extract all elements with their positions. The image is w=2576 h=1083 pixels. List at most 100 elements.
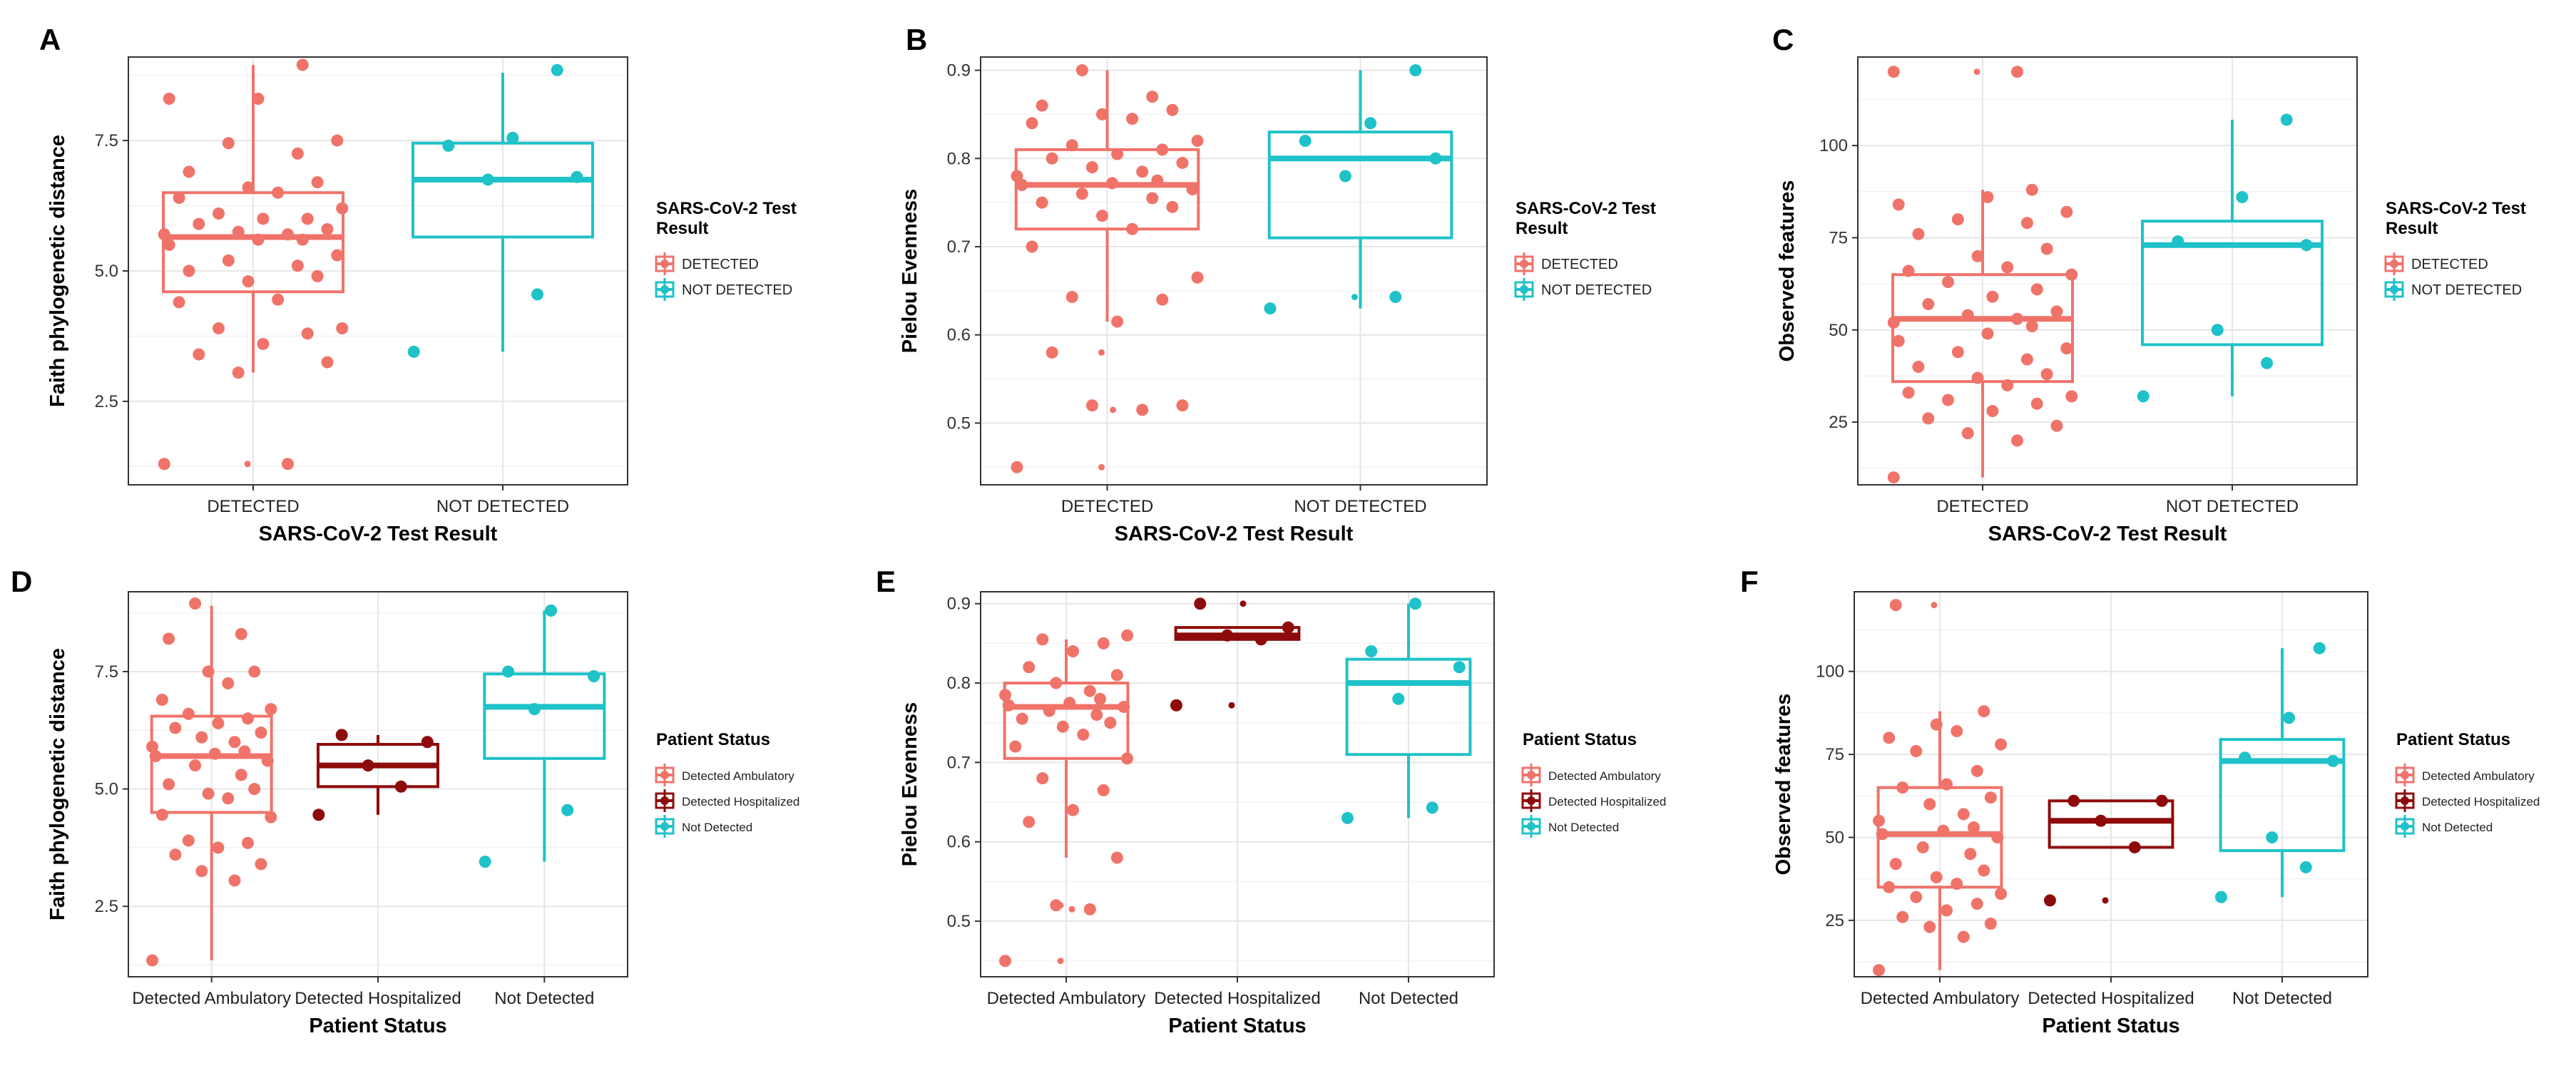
x-axis-title: Patient Status <box>2042 1015 2179 1037</box>
data-point <box>1136 165 1149 178</box>
data-point <box>321 356 334 369</box>
data-point <box>311 176 324 189</box>
data-point <box>1282 621 1294 634</box>
data-point <box>1106 177 1119 190</box>
data-point <box>407 345 420 358</box>
data-point <box>1176 156 1189 169</box>
data-point <box>235 769 247 781</box>
data-point <box>1951 725 1963 738</box>
data-point <box>1077 728 1090 741</box>
data-point <box>1872 814 1885 827</box>
data-point <box>242 275 255 288</box>
data-point <box>1889 599 1902 612</box>
panel-letter: F <box>1740 565 1759 598</box>
legend-title: SARS-CoV-2 Test <box>1516 199 1656 218</box>
y-tick-label: 0.5 <box>947 414 971 433</box>
data-point <box>1892 198 1905 211</box>
data-point <box>189 759 202 772</box>
legend-key <box>2384 278 2404 301</box>
x-tick-label: NOT DETECTED <box>1294 497 1426 516</box>
data-point <box>193 217 205 230</box>
legend-key <box>655 764 675 786</box>
data-point <box>545 604 558 617</box>
data-point <box>1043 704 1056 717</box>
data-point <box>238 745 251 758</box>
data-point <box>1922 412 1935 425</box>
data-point <box>1961 309 1974 322</box>
data-point <box>1922 298 1935 311</box>
data-point <box>2065 268 2078 281</box>
data-point <box>2040 368 2053 381</box>
data-point <box>2313 642 2326 655</box>
panel-letter: B <box>906 23 927 56</box>
legend-key <box>655 278 675 301</box>
y-tick-label: 25 <box>1829 413 1848 432</box>
data-point <box>1916 841 1929 853</box>
data-point <box>193 348 205 361</box>
legend-label: Detected Ambulatory <box>682 769 794 783</box>
data-point <box>2128 841 2141 853</box>
data-point <box>528 703 541 716</box>
legend-title: Patient Status <box>656 730 770 749</box>
data-point <box>1887 471 1900 484</box>
legend-key <box>2395 815 2415 838</box>
data-point <box>248 783 261 796</box>
legend-key-point <box>1527 771 1535 779</box>
outlier-point <box>1240 600 1247 607</box>
data-point <box>1995 738 2008 751</box>
y-tick-label: 5.0 <box>95 780 118 799</box>
data-point <box>1923 920 1936 933</box>
data-point <box>228 874 241 887</box>
data-point <box>163 238 175 251</box>
data-point <box>331 249 344 262</box>
series-not-detected <box>479 604 606 868</box>
y-axis-title: Faith phylogenetic distance <box>46 648 69 920</box>
legend-title: Result <box>2386 219 2438 238</box>
legend-title: SARS-CoV-2 Test <box>656 199 797 218</box>
data-point <box>1364 117 1377 130</box>
data-point <box>1050 899 1063 912</box>
y-tick-label: 0.9 <box>947 595 971 614</box>
legend: Patient Status Detected Ambulatory Detecte… <box>2395 730 2540 838</box>
data-point <box>1902 265 1915 277</box>
data-point <box>2326 754 2339 767</box>
data-point <box>1941 394 1954 406</box>
legend-label: DETECTED <box>1541 257 1618 272</box>
data-point <box>257 212 270 225</box>
legend-label: Detected Hospitalized <box>1548 795 1666 809</box>
data-point <box>2011 66 2024 78</box>
data-point <box>248 665 261 678</box>
data-point <box>2020 353 2033 366</box>
x-tick-label: NOT DETECTED <box>436 497 569 516</box>
data-point <box>1016 712 1028 725</box>
box-iqr <box>1003 682 1130 760</box>
data-point <box>296 58 309 71</box>
x-tick-label: DETECTED <box>207 497 299 516</box>
data-point <box>255 727 267 739</box>
data-point <box>1067 804 1080 816</box>
data-point <box>1409 64 1422 77</box>
data-point <box>321 222 334 235</box>
y-tick-label: 0.7 <box>947 753 971 772</box>
outlier-point <box>1098 463 1105 471</box>
legend-key <box>2395 789 2415 812</box>
outlier-point <box>1973 68 1980 76</box>
data-point <box>1937 824 1950 837</box>
data-point <box>195 731 208 744</box>
data-point <box>2001 379 2014 391</box>
y-tick-label: 7.5 <box>95 131 118 150</box>
legend-label: NOT DETECTED <box>2411 282 2522 298</box>
legend-label: DETECTED <box>682 257 759 272</box>
data-point <box>228 736 241 749</box>
data-point <box>1339 170 1351 183</box>
data-point <box>1009 740 1022 753</box>
data-point <box>255 858 267 871</box>
data-point <box>163 778 175 791</box>
data-point <box>1930 718 1943 731</box>
data-point <box>1453 661 1466 674</box>
legend-title: SARS-CoV-2 Test <box>2386 199 2526 218</box>
series-detected <box>158 58 349 471</box>
